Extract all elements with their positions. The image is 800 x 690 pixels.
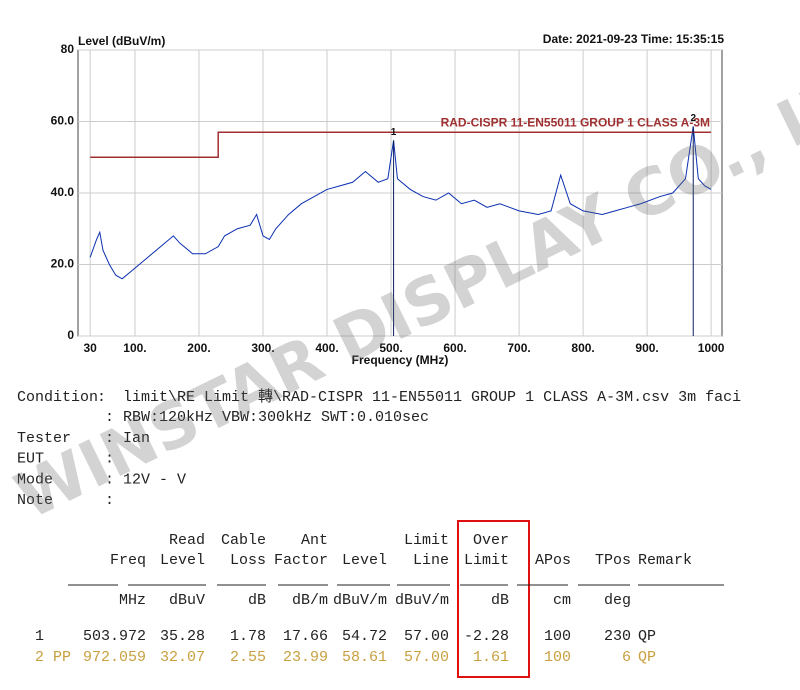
- y-tick-label: 20.0: [51, 257, 75, 271]
- chart: Level (dBuV/m) Date: 2021-09-23 Time: 15…: [51, 32, 725, 367]
- field-label: EUT: [17, 451, 44, 468]
- table-cell: 54.72: [342, 628, 387, 645]
- field-label: Tester: [17, 430, 71, 447]
- table-cell: 2.55: [230, 649, 266, 666]
- condition: limit\RE Limit 轉\RAD-CISPR 11-EN55011 GR…: [123, 388, 741, 406]
- separator: :: [105, 492, 114, 509]
- column-header: TPos: [595, 552, 631, 569]
- table-cell: QP: [638, 649, 656, 666]
- x-axis-label: Frequency (MHz): [352, 353, 449, 367]
- y-tick-label: 40.0: [51, 185, 75, 199]
- report: Condition : limit\RE Limit 轉\RAD-CISPR 1…: [17, 388, 741, 678]
- x-tick-label: 30: [83, 341, 97, 355]
- column-header: Loss: [230, 552, 266, 569]
- column-header: Limit: [464, 552, 509, 569]
- x-tick-label: 300.: [251, 341, 274, 355]
- field-value: 12V - V: [123, 471, 186, 488]
- separator: :: [105, 430, 114, 447]
- column-unit: dB: [491, 592, 509, 609]
- column-unit: MHz: [119, 592, 146, 609]
- series-line: [89, 126, 712, 280]
- column-header: Factor: [274, 552, 328, 569]
- column-unit: dBuV: [169, 592, 205, 609]
- series-line: [90, 131, 712, 158]
- y-tick-label: 60.0: [51, 114, 75, 128]
- highlight-box: [457, 520, 530, 678]
- column-unit: dB: [248, 592, 266, 609]
- date-time: Date: 2021-09-23 Time: 15:35:15: [543, 32, 725, 46]
- column-header: Ant: [301, 532, 328, 549]
- column-unit: dBuV/m: [333, 592, 387, 609]
- separator: :: [97, 389, 106, 406]
- table-cell: 32.07: [160, 649, 205, 666]
- marker-label: 2: [690, 113, 696, 124]
- column-header: Level: [342, 552, 387, 569]
- x-tick-label: 100.: [123, 341, 146, 355]
- separator: :: [105, 471, 114, 488]
- column-unit: dB/m: [292, 592, 328, 609]
- table-cell: 100: [544, 628, 571, 645]
- column-header: Level: [160, 552, 205, 569]
- table-cell: 58.61: [342, 649, 387, 666]
- table-cell: 972.059: [83, 649, 146, 666]
- column-unit: cm: [553, 592, 571, 609]
- field-label: Note: [17, 492, 53, 509]
- field-value: Ian: [123, 430, 150, 447]
- table-cell: 230: [604, 628, 631, 645]
- column-header: Read: [169, 532, 205, 549]
- table-cell: 100: [544, 649, 571, 666]
- x-tick-label: 500.: [379, 341, 402, 355]
- limit-label: RAD-CISPR 11-EN55011 GROUP 1 CLASS A-3M: [441, 115, 710, 129]
- column-header: APos: [535, 552, 571, 569]
- row-index: 1: [35, 628, 44, 645]
- marker-label: 1: [391, 127, 397, 138]
- condition: RBW:120kHz VBW:300kHz SWT:0.010sec: [123, 409, 429, 426]
- table-cell: 23.99: [283, 649, 328, 666]
- x-tick-label: 200.: [187, 341, 210, 355]
- column-unit: deg: [604, 592, 631, 609]
- table-cell: 17.66: [283, 628, 328, 645]
- table-cell: 57.00: [404, 628, 449, 645]
- x-tick-label: 600.: [443, 341, 466, 355]
- column-header: Line: [413, 552, 449, 569]
- column-header: Freq: [110, 552, 146, 569]
- column-header: Over: [473, 532, 509, 549]
- table-cell: 1.61: [473, 649, 509, 666]
- chart-title: Level (dBuV/m): [78, 34, 165, 48]
- table-cell: 6: [622, 649, 631, 666]
- column-header: Cable: [221, 532, 266, 549]
- table-cell: -2.28: [464, 628, 509, 645]
- field-label: Condition: [17, 389, 98, 406]
- row-index: 2 PP: [35, 649, 71, 666]
- y-tick-label: 0: [67, 328, 74, 342]
- separator: :: [105, 451, 114, 468]
- table-cell: 35.28: [160, 628, 205, 645]
- x-tick-label: 400.: [315, 341, 338, 355]
- y-tick-label: 80: [61, 42, 75, 56]
- separator: :: [105, 409, 114, 426]
- x-tick-label: 1000: [698, 341, 725, 355]
- x-tick-label: 700.: [507, 341, 530, 355]
- column-header: Limit: [404, 532, 449, 549]
- column-header: Remark: [638, 552, 692, 569]
- column-unit: dBuV/m: [395, 592, 449, 609]
- table-cell: QP: [638, 628, 656, 645]
- table-cell: 503.972: [83, 628, 146, 645]
- table-cell: 57.00: [404, 649, 449, 666]
- x-tick-label: 800.: [571, 341, 594, 355]
- table-cell: 1.78: [230, 628, 266, 645]
- field-label: Mode: [17, 471, 53, 488]
- x-tick-label: 900.: [635, 341, 658, 355]
